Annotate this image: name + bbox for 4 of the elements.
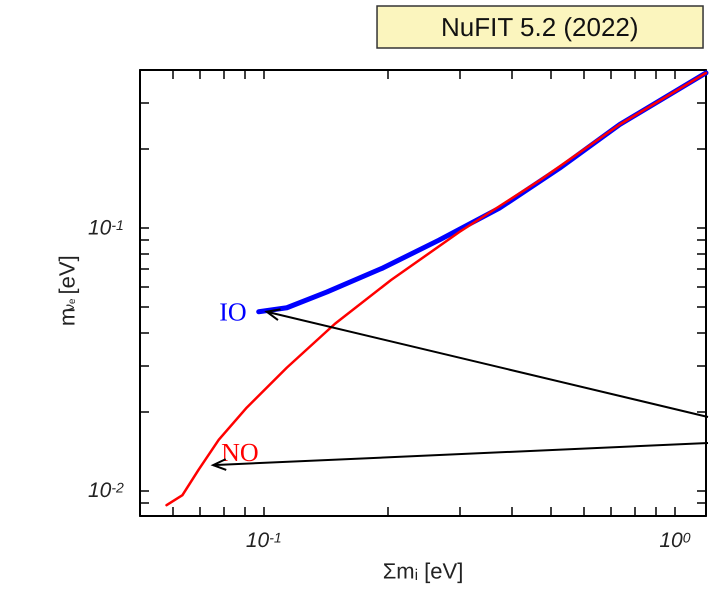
chart-title: NuFIT 5.2 (2022) [441,12,639,42]
x-axis-title: Σmᵢ [eV] [382,558,464,584]
annotation: NO [221,438,259,468]
annotation: IO [219,298,247,327]
